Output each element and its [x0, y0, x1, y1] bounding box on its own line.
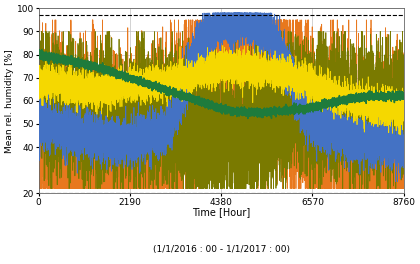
Text: (1/1/2016 : 00 - 1/1/2017 : 00): (1/1/2016 : 00 - 1/1/2017 : 00) [153, 245, 290, 254]
X-axis label: Time [Hour]: Time [Hour] [192, 207, 250, 217]
Y-axis label: Mean rel. humidity [%]: Mean rel. humidity [%] [5, 49, 14, 153]
